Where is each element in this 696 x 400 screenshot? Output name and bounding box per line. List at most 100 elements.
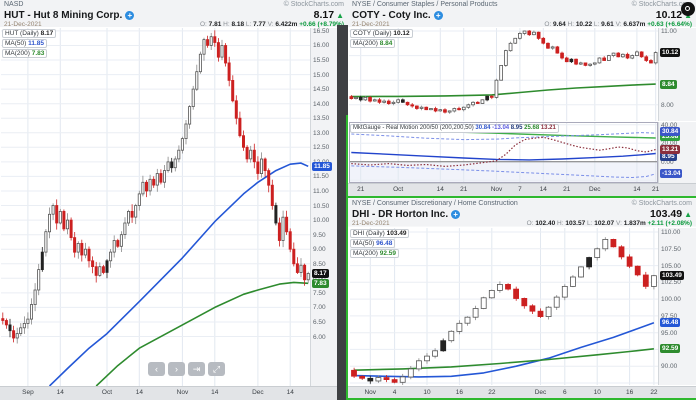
axis-tick-label: 13.50	[313, 115, 330, 123]
info-icon[interactable]: +	[433, 10, 443, 20]
jump-latest-button[interactable]: ⇥	[188, 362, 205, 376]
coty-last-price: 10.12	[655, 8, 683, 21]
date-tick-label: 16	[455, 389, 464, 396]
date-tick-label: Nov	[176, 389, 189, 396]
axis-tick-label: 8.50	[313, 260, 326, 268]
axis-tick-label: 107.50	[661, 245, 681, 253]
axis-tick-label: 102.50	[661, 279, 681, 287]
hut-last-price: 8.17	[313, 8, 335, 21]
resize-button[interactable]: ⤢	[208, 362, 225, 376]
dhi-legend-ma200: MA(200) 92.59	[350, 249, 400, 258]
axis-tick-label: 8.00	[661, 101, 674, 109]
axis-tick-label: 13.00	[313, 129, 330, 137]
date-tick-label: 21	[357, 186, 365, 193]
axis-tick-label: 10.00	[313, 217, 330, 225]
hut-ohlc-row: O: 7.81 H: 8.18 L: 7.77 V: 6.422m +0.66 …	[199, 21, 344, 28]
price-axis[interactable]: 40.00 20.00 0.00 25.68 30.84 8.95 13.21 -13.04	[658, 122, 696, 183]
axis-tick-label: 20.00	[661, 140, 678, 148]
axis-tick-label: 40.00	[661, 121, 678, 129]
axis-value-badge: 96.48	[660, 318, 681, 328]
date-tick-label: 10	[593, 389, 601, 396]
price-axis[interactable]: 110.00 107.50 105.00 102.50 100.00 97.50 95.00…	[658, 228, 696, 385]
dhi-price-plot[interactable]	[350, 228, 658, 385]
axis-tick-label: 15.50	[313, 57, 330, 65]
scroll-right-button[interactable]: ›	[168, 362, 185, 376]
axis-value-badge: 11.85	[312, 161, 332, 171]
up-arrow-icon: ▲	[684, 209, 692, 219]
date-tick-label: Dec	[534, 389, 547, 396]
dhi-chart-date: 21-Dec-2021	[352, 220, 390, 227]
real-motion-indicator-plot[interactable]	[349, 122, 658, 183]
axis-value-badge: 30.84	[660, 127, 681, 137]
price-axis[interactable]: 16.50 16.00 15.50 15.00 14.50 14.00 13.50 13.00…	[310, 28, 337, 386]
axis-tick-label: 100.00	[661, 296, 681, 304]
coty-legend: COTY (Daily) 10.12 MA(200) 8.84	[350, 29, 413, 48]
coty-chart-header: NYSE / Consumer Staples / Personal Produ…	[348, 0, 696, 28]
axis-tick-label: 0.00	[661, 158, 674, 166]
date-axis[interactable]: Sep 14 Oct 14 Nov 14 Dec 14	[0, 386, 337, 400]
hut-chart-title: HUT - Hut 8 Mining Corp.	[4, 9, 123, 21]
coty-ohlc-row: O: 9.64 H: 10.22 L: 9.61 V: 6.637m +0.63…	[544, 21, 692, 28]
date-tick-label: Dec	[589, 186, 601, 193]
date-tick-label: 14	[135, 389, 143, 396]
axis-tick-label: 11.50	[313, 173, 329, 181]
axis-tick-label: 95.00	[661, 329, 678, 337]
date-tick-label: 22	[488, 389, 496, 396]
coty-legend-symbol: COTY (Daily) 10.12	[350, 29, 413, 38]
hut-copyright: © StockCharts.com	[283, 1, 344, 8]
hut-exchange-label: NASD	[4, 1, 24, 8]
dhi-ohlc-row: O: 102.40 H: 103.57 L: 102.07 V: 1.837m …	[526, 220, 692, 227]
axis-tick-label: 110.00	[661, 229, 681, 237]
dhi-plot-background	[348, 227, 696, 400]
floating-widget-icon[interactable]	[681, 2, 695, 16]
date-tick-label: 21	[652, 186, 660, 193]
date-tick-label: Nov	[364, 389, 377, 396]
hut-price-plot[interactable]	[1, 28, 310, 386]
date-axis[interactable]: Nov 4 10 16 22 Dec 6 10 16 22	[348, 386, 696, 400]
info-icon[interactable]: +	[125, 10, 135, 20]
coty-exchange-label: NYSE / Consumer Staples / Personal Produ…	[352, 1, 498, 8]
indicator-legend: MktGauge - Real Motion 200/50 (200,200,5…	[350, 124, 559, 133]
dhi-chart-header: NYSE / Consumer Discretionary / Home Con…	[348, 199, 696, 227]
axis-value-badge: 7.83	[312, 278, 329, 288]
coty-chart-date: 21-Dec-2021	[352, 21, 390, 28]
hut-legend-ma200: MA(200) 7.83	[2, 49, 48, 58]
pane-divider[interactable]	[337, 25, 348, 400]
date-tick-label: 14	[56, 389, 64, 396]
coty-legend-ma200: MA(200) 8.84	[350, 39, 396, 48]
coty-price-plot[interactable]	[349, 28, 658, 121]
axis-value-badge: 25.68	[660, 131, 681, 141]
price-axis[interactable]: 11.00 8.00 10.12 8.84	[658, 28, 696, 121]
axis-value-badge: 8.84	[660, 79, 677, 89]
date-tick-label: Oct	[101, 389, 113, 396]
axis-value-badge: 8.95	[660, 152, 677, 162]
date-tick-label: Sep	[22, 389, 34, 396]
axis-value-badge: 10.12	[660, 48, 681, 58]
dhi-legend: DHI (Daily) 103.49 MA(50) 96.48 MA(200) …	[350, 229, 410, 258]
hut-legend-symbol: HUT (Daily) 8.17	[2, 29, 57, 38]
date-tick-label: 14	[436, 186, 444, 193]
dhi-last-price: 103.49	[649, 207, 683, 220]
hut-legend-ma50: MA(50) 11.85	[2, 39, 48, 48]
scroll-left-button[interactable]: ‹	[148, 362, 165, 376]
date-tick-label: 10	[423, 389, 431, 396]
axis-tick-label: 7.00	[313, 304, 326, 312]
axis-tick-label: 97.50	[661, 312, 678, 320]
date-tick-label: 21	[563, 186, 571, 193]
axis-value-badge: -13.04	[660, 169, 683, 179]
axis-value-badge: 103.49	[660, 271, 684, 281]
axis-tick-label: 7.50	[313, 289, 326, 297]
axis-tick-label: 9.00	[313, 246, 326, 254]
dhi-copyright: © StockCharts.com	[631, 200, 692, 207]
hut-chart-date: 21-Dec-2021	[4, 21, 42, 28]
axis-tick-label: 16.50	[313, 27, 330, 35]
date-axis[interactable]: 21 Oct 14 21 Nov 7 14 21 Dec 14 21	[348, 183, 696, 197]
coty-change: +0.63 (+6.64%)	[647, 21, 692, 28]
axis-tick-label: 16.00	[313, 42, 330, 50]
info-icon[interactable]: +	[451, 209, 461, 219]
date-tick-label: 21	[460, 186, 468, 193]
axis-value-badge: 92.59	[660, 344, 681, 354]
date-tick-label: 14	[633, 186, 641, 193]
axis-tick-label: 15.00	[313, 71, 330, 79]
axis-tick-label: 6.00	[313, 333, 326, 341]
